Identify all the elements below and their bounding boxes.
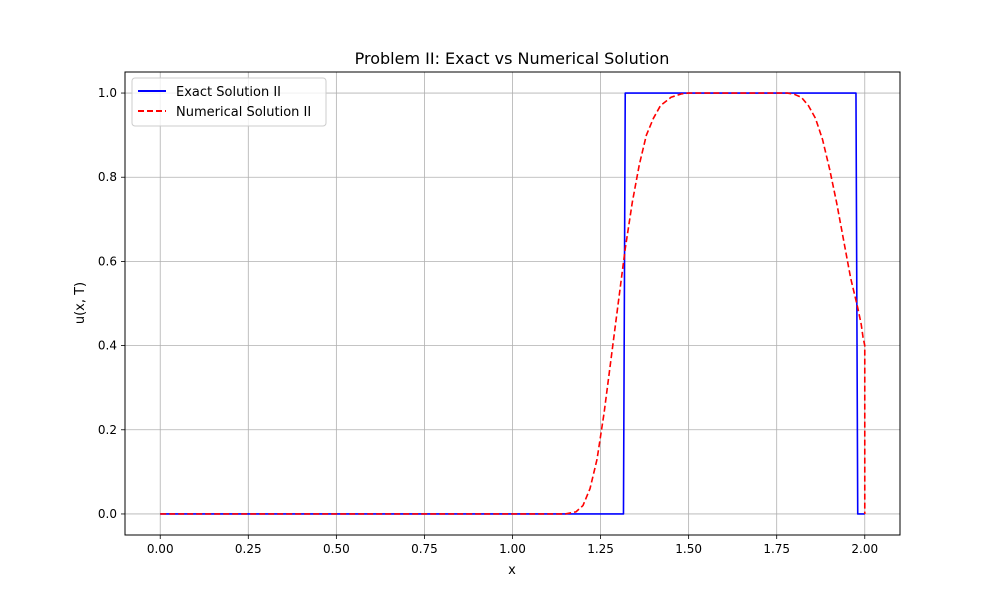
x-tick-label: 0.25 [235,542,262,556]
x-tick-label: 0.50 [323,542,350,556]
y-tick-label: 0.4 [98,339,117,353]
y-axis-ticks: 0.0 0.2 0.4 0.6 0.8 1.0 [98,86,125,521]
y-tick-label: 0.0 [98,507,117,521]
x-tick-label: 0.75 [411,542,438,556]
y-tick-label: 0.6 [98,254,117,268]
x-tick-label: 2.00 [851,542,878,556]
y-tick-label: 1.0 [98,86,117,100]
x-tick-label: 0.00 [147,542,174,556]
legend-box [131,77,327,127]
x-axis-ticks: 0.00 0.25 0.50 0.75 1.00 1.25 1.50 1.75 2.00 [147,535,878,556]
series-layer [160,92,866,515]
y-tick-label: 0.2 [98,423,117,437]
x-tick-label: 1.50 [675,542,702,556]
legend-label-exact: Exact Solution II [176,85,281,100]
legend: Exact Solution II Numerical Solution II [131,77,327,127]
x-tick-label: 1.00 [499,542,526,556]
x-tick-label: 1.25 [587,542,614,556]
legend-label-numerical: Numerical Solution II [176,105,311,120]
x-tick-label: 1.75 [763,542,790,556]
numerical-solution-line [160,92,866,515]
chart-title: Problem II: Exact vs Numerical Solution [355,49,670,68]
y-tick-label: 0.8 [98,170,117,184]
y-axis-label: u(x, T) [73,282,88,324]
x-axis-label: x [508,563,516,578]
